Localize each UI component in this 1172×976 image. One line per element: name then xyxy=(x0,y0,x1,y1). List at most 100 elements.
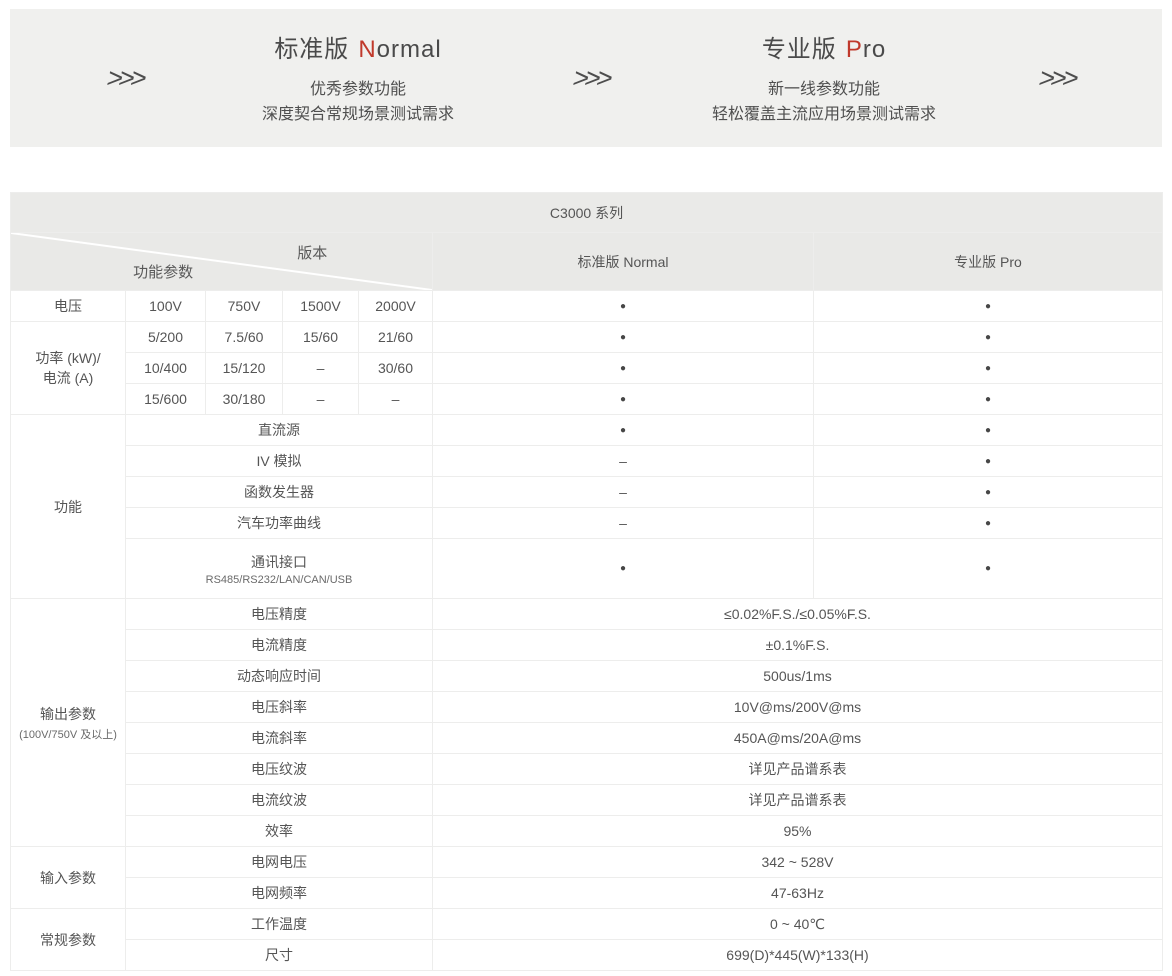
normal-mark-cell: ● xyxy=(432,352,814,384)
banner-normal-accent: N xyxy=(358,36,377,63)
corner-params-label: 功能参数 xyxy=(133,264,194,281)
param-name-cell: 电网频率 xyxy=(125,877,433,909)
banner-pro-block: 专业版 Pro 新一线参数功能 轻松覆盖主流应用场景测试需求 xyxy=(621,29,1027,127)
voltage-cell: 750V xyxy=(205,290,283,322)
feature-name-cell: 函数发生器 xyxy=(125,476,433,508)
feature-name-cell: 通讯接口 RS485/RS232/LAN/CAN/USB xyxy=(125,538,433,599)
power-cell: 30/180 xyxy=(205,383,283,415)
banner-pro-title-zh: 专业版 xyxy=(761,36,837,63)
pro-mark-cell: ● xyxy=(813,290,1163,322)
banner-normal-line2: 深度契合常规场景测试需求 xyxy=(261,106,454,123)
table-header-row: 版本 功能参数 标准版 Normal 专业版 Pro xyxy=(10,232,1163,291)
param-value-cell: ±0.1%F.S. xyxy=(432,629,1163,661)
power-cell: 10/400 xyxy=(125,352,206,384)
power-cell: – xyxy=(358,383,433,415)
param-name-cell: 工作温度 xyxy=(125,908,433,940)
voltage-cell: 1500V xyxy=(282,290,359,322)
pro-mark-cell: ● xyxy=(813,476,1163,508)
param-name-cell: 效率 xyxy=(125,815,433,847)
pro-mark-cell: ● xyxy=(813,383,1163,415)
banner-pro-line2: 轻松覆盖主流应用场景测试需求 xyxy=(711,106,936,123)
power-cell: 15/600 xyxy=(125,383,206,415)
pro-mark-cell: ● xyxy=(813,445,1163,477)
output-label-sub: (100V/750V 及以上) xyxy=(19,728,117,741)
table-title: C3000 系列 xyxy=(10,192,1163,233)
param-value-cell: 500us/1ms xyxy=(432,660,1163,692)
banner-normal-block: 标准版 Normal 优秀参数功能 深度契合常规场景测试需求 xyxy=(155,29,561,127)
banner-pro-rest: ro xyxy=(862,36,887,63)
param-name-cell: 电网电压 xyxy=(125,846,433,878)
power-cell: 5/200 xyxy=(125,321,206,353)
param-name-cell: 电压斜率 xyxy=(125,691,433,723)
section-label-general: 常规参数 xyxy=(10,908,126,971)
voltage-row: 电压 100V 750V 1500V 2000V ● ● xyxy=(10,290,1163,322)
power-label-line2: 电流 (A) xyxy=(42,370,94,386)
power-cell: – xyxy=(282,383,359,415)
corner-header-cell: 版本 功能参数 xyxy=(10,232,433,291)
feature-subtext: RS485/RS232/LAN/CAN/USB xyxy=(205,573,353,586)
normal-mark-cell: ● xyxy=(432,290,814,322)
column-header-pro: 专业版 Pro xyxy=(813,232,1163,291)
output-row: 动态响应时间 500us/1ms xyxy=(11,660,1163,692)
banner-normal-title-en: Normal xyxy=(358,36,441,63)
input-row: 电网频率 47-63Hz xyxy=(11,877,1163,909)
power-cell: 21/60 xyxy=(358,321,433,353)
banner-pro-title: 专业版 Pro xyxy=(621,29,1027,64)
param-value-cell: 详见产品谱系表 xyxy=(432,784,1163,816)
normal-mark-cell: ● xyxy=(432,383,814,415)
power-cell: 30/60 xyxy=(358,352,433,384)
param-value-cell: 95% xyxy=(432,815,1163,847)
power-cell: 15/120 xyxy=(205,352,283,384)
banner-normal-line1: 优秀参数功能 xyxy=(309,81,406,98)
param-name-cell: 动态响应时间 xyxy=(125,660,433,692)
feature-name-cell: 直流源 xyxy=(125,414,433,446)
banner-pro-accent: P xyxy=(845,36,863,63)
pro-mark-cell: ● xyxy=(813,507,1163,539)
promo-banner: >>> 标准版 Normal 优秀参数功能 深度契合常规场景测试需求 >>> 专业… xyxy=(10,9,1162,147)
normal-mark-cell: – xyxy=(432,445,814,477)
output-row: 电流纹波 详见产品谱系表 xyxy=(11,784,1163,816)
param-name-cell: 电流纹波 xyxy=(125,784,433,816)
voltage-cell: 100V xyxy=(125,290,206,322)
section-label-features: 功能 xyxy=(10,414,126,599)
param-value-cell: 47-63Hz xyxy=(432,877,1163,909)
section-label-power: 功率 (kW)/ 电流 (A) xyxy=(10,321,126,415)
normal-mark-cell: – xyxy=(432,476,814,508)
output-row: 输出参数 (100V/750V 及以上) 电压精度 ≤0.02%F.S./≤0.… xyxy=(10,598,1163,847)
general-row: 尺寸 699(D)*445(W)*133(H) xyxy=(11,939,1163,971)
banner-normal-title: 标准版 Normal xyxy=(155,29,561,64)
param-name-cell: 电压精度 xyxy=(125,598,433,630)
power-label-line1: 功率 (kW)/ xyxy=(35,350,101,366)
param-name-cell: 电压纹波 xyxy=(125,753,433,785)
feature-name-cell: IV 模拟 xyxy=(125,445,433,477)
power-cell: 15/60 xyxy=(282,321,359,353)
pro-mark-cell: ● xyxy=(813,414,1163,446)
chevrons-icon: >>> xyxy=(104,62,146,93)
power-row: 15/600 30/180 – – ● ● xyxy=(11,383,1163,415)
output-row: 电流斜率 450A@ms/20A@ms xyxy=(11,722,1163,754)
chevrons-icon: >>> xyxy=(570,62,612,93)
output-row: 效率 95% xyxy=(11,815,1163,847)
column-header-normal: 标准版 Normal xyxy=(432,232,814,291)
feature-row: 功能 直流源 ● ● xyxy=(10,414,1163,599)
output-row: 电压斜率 10V@ms/200V@ms xyxy=(11,691,1163,723)
output-row: 电压纹波 详见产品谱系表 xyxy=(11,753,1163,785)
param-value-cell: 450A@ms/20A@ms xyxy=(432,722,1163,754)
feature-row: 汽车功率曲线 – ● xyxy=(11,507,1163,539)
pro-mark-cell: ● xyxy=(813,352,1163,384)
spec-table: C3000 系列 版本 功能参数 标准版 Normal 专业版 Pro 电压 1… xyxy=(10,192,1163,971)
pro-mark-cell: ● xyxy=(813,321,1163,353)
banner-pro-line1: 新一线参数功能 xyxy=(767,81,880,98)
banner-normal-title-zh: 标准版 xyxy=(274,36,350,63)
power-row: 功率 (kW)/ 电流 (A) 5/200 7.5/60 15/60 21/60… xyxy=(10,321,1163,415)
param-value-cell: 详见产品谱系表 xyxy=(432,753,1163,785)
param-value-cell: 342 ~ 528V xyxy=(432,846,1163,878)
feature-row: IV 模拟 – ● xyxy=(11,445,1163,477)
voltage-cell: 2000V xyxy=(358,290,433,322)
feature-row: 通讯接口 RS485/RS232/LAN/CAN/USB ● ● xyxy=(11,538,1163,599)
banner-normal-rest: ormal xyxy=(376,36,442,63)
feature-row: 函数发生器 – ● xyxy=(11,476,1163,508)
section-label-voltage: 电压 xyxy=(10,290,126,322)
input-row: 输入参数 电网电压 342 ~ 528V xyxy=(10,846,1163,909)
